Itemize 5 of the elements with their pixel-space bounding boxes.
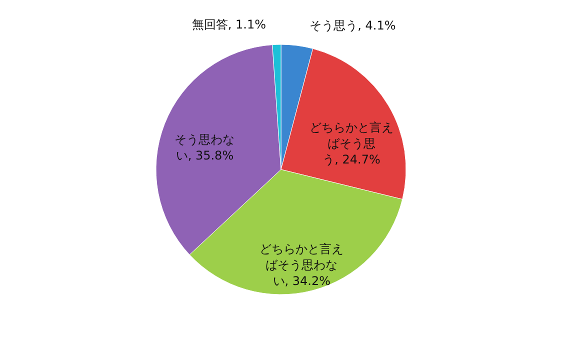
slice-label: 無回答, 1.1% xyxy=(192,18,266,32)
slice-label: そう思わない, 35.8% xyxy=(174,132,235,162)
slice-label: どちらかと言えばそう思わない, 34.2% xyxy=(260,242,344,288)
slice-label: そう思う, 4.1% xyxy=(310,18,396,33)
slice-label: どちらかと言えばそう思う, 24.7% xyxy=(309,120,394,167)
